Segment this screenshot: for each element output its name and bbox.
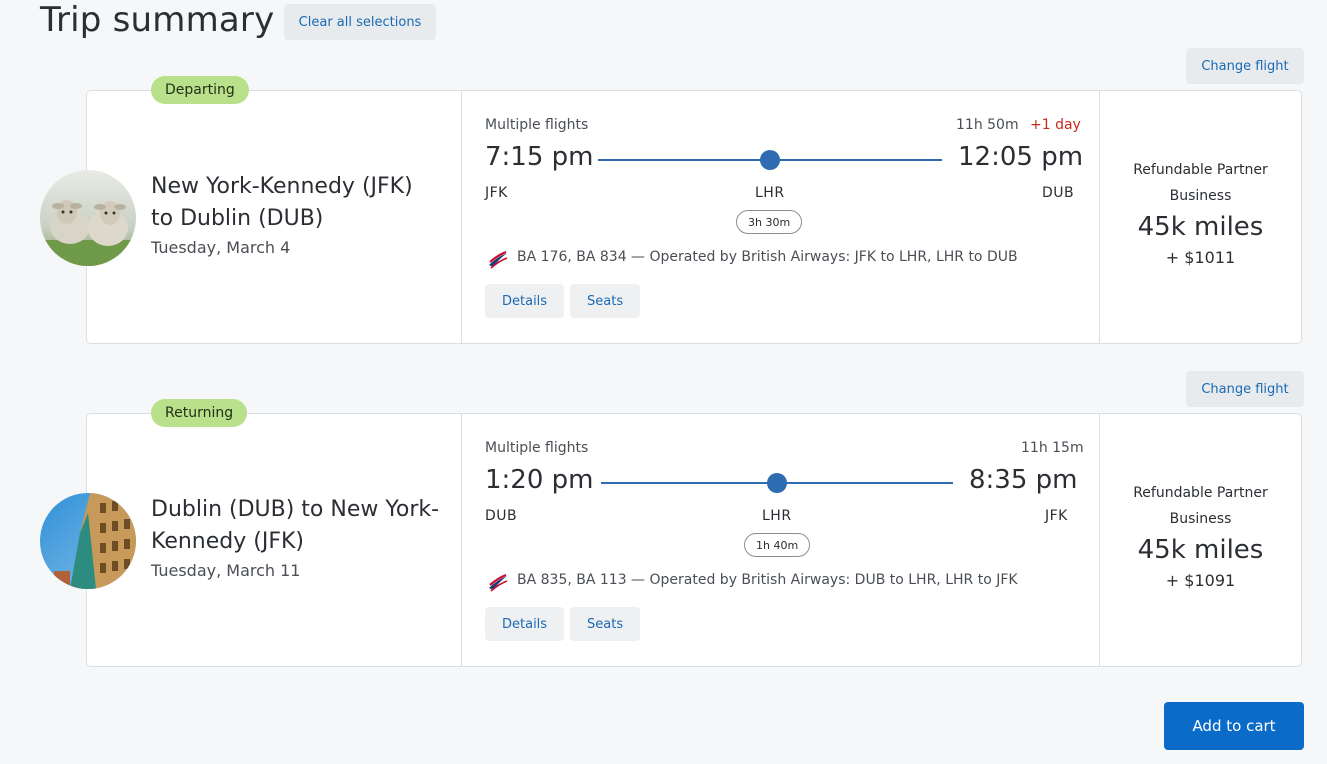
returning-miles-price: 45k miles <box>1137 535 1264 565</box>
returning-route-title: Dublin (DUB) to New York-Kennedy (JFK) <box>151 497 440 554</box>
returning-date: Tuesday, March 11 <box>151 561 301 580</box>
returning-multiple-flights-label: Multiple flights <box>485 440 589 456</box>
column-divider <box>1099 91 1100 343</box>
british-airways-icon <box>487 249 508 269</box>
departing-badge: Departing <box>151 76 249 104</box>
departing-multiple-flights-label: Multiple flights <box>485 117 589 133</box>
departing-miles-price: 45k miles <box>1137 212 1264 242</box>
departing-fare-type-line2: Business <box>1169 188 1232 204</box>
column-divider <box>1099 414 1100 666</box>
returning-stop-dot <box>767 473 787 493</box>
departing-flight-card <box>86 90 1302 344</box>
departing-operated-by: BA 176, BA 834 — Operated by British Air… <box>517 249 1018 265</box>
departing-route-title: New York-Kennedy (JFK) to Dublin (DUB) <box>151 174 413 231</box>
british-airways-icon <box>487 572 508 592</box>
returning-seats-button[interactable]: Seats <box>570 607 641 641</box>
returning-origin-code: DUB <box>485 508 518 524</box>
departing-layover-duration: 3h 30m <box>736 210 803 234</box>
departing-depart-time: 7:15 pm <box>485 142 594 172</box>
departing-cash-price: + $1011 <box>1165 248 1236 267</box>
column-divider <box>461 414 462 666</box>
plus-day-indicator: +1 day <box>1030 117 1081 133</box>
returning-arrive-time: 8:35 pm <box>969 465 1078 495</box>
returning-flight-card <box>86 413 1302 667</box>
returning-layover-duration: 1h 40m <box>744 533 811 557</box>
returning-operated-by: BA 835, BA 113 — Operated by British Air… <box>517 572 1018 588</box>
returning-badge: Returning <box>151 399 248 427</box>
departing-arrive-time: 12:05 pm <box>958 142 1084 172</box>
departing-origin-code: JFK <box>485 185 508 201</box>
departing-details-button[interactable]: Details <box>485 284 565 318</box>
returning-cash-price: + $1091 <box>1165 571 1236 590</box>
returning-depart-time: 1:20 pm <box>485 465 594 495</box>
change-departing-flight-button[interactable]: Change flight <box>1186 48 1304 84</box>
departing-seats-button[interactable]: Seats <box>570 284 641 318</box>
page-title: Trip summary <box>40 0 275 40</box>
returning-stop-code: LHR <box>762 508 792 524</box>
departing-date: Tuesday, March 4 <box>151 238 291 257</box>
returning-total-duration: 11h 15m <box>1021 440 1084 456</box>
returning-destination-code: JFK <box>1045 508 1068 524</box>
destination-image-sheep <box>40 170 136 266</box>
departing-stop-code: LHR <box>755 185 785 201</box>
departing-fare-type-line1: Refundable Partner <box>1133 162 1268 178</box>
departing-destination-code: DUB <box>1042 185 1075 201</box>
column-divider <box>461 91 462 343</box>
returning-fare-type-line2: Business <box>1169 511 1232 527</box>
departing-stop-dot <box>760 150 780 170</box>
returning-fare-type-line1: Refundable Partner <box>1133 485 1268 501</box>
returning-details-button[interactable]: Details <box>485 607 565 641</box>
clear-all-selections-button[interactable]: Clear all selections <box>284 4 436 40</box>
departing-total-duration: 11h 50m <box>956 117 1019 133</box>
add-to-cart-button[interactable]: Add to cart <box>1164 702 1304 750</box>
change-returning-flight-button[interactable]: Change flight <box>1186 371 1304 407</box>
destination-image-building <box>40 493 136 589</box>
